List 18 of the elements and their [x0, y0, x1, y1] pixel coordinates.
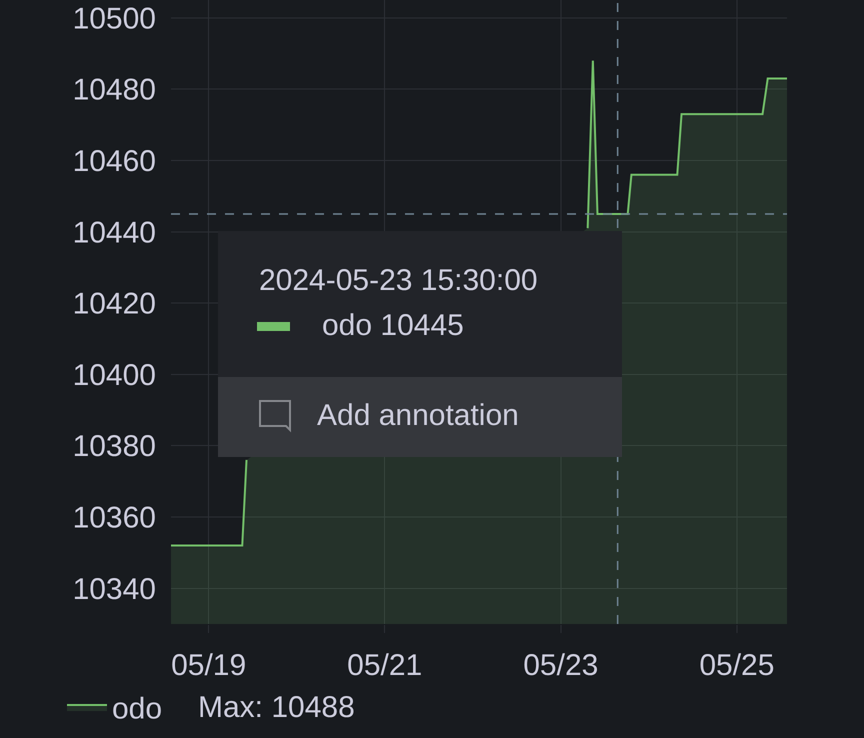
- text: Max: 10488: [198, 691, 355, 724]
- y-tick-label: 10360: [72, 502, 156, 535]
- annotation: Add annotation: [317, 399, 519, 432]
- x-tick-label: 05/25: [699, 649, 774, 682]
- y-tick-label: 10380: [72, 430, 156, 464]
- y-tick-label: 10400: [72, 358, 156, 392]
- y-tick-label: 10420: [72, 288, 156, 321]
- annotation: 2024-05-23 15:30:00: [259, 264, 538, 297]
- legend-label: odo: [112, 692, 162, 726]
- x-tick-label: 05/19: [171, 649, 246, 682]
- y-tick-label: 10440: [72, 216, 156, 250]
- x-tick-label: 05/21: [347, 649, 422, 682]
- y-tick-label: 10460: [72, 144, 156, 178]
- annotation: odo 10445: [322, 309, 464, 342]
- y-tick-label: 10480: [72, 74, 156, 107]
- y-tick-label: 10500: [72, 2, 156, 36]
- x-tick-label: 05/23: [523, 649, 598, 682]
- y-tick-label: 10340: [72, 572, 156, 606]
